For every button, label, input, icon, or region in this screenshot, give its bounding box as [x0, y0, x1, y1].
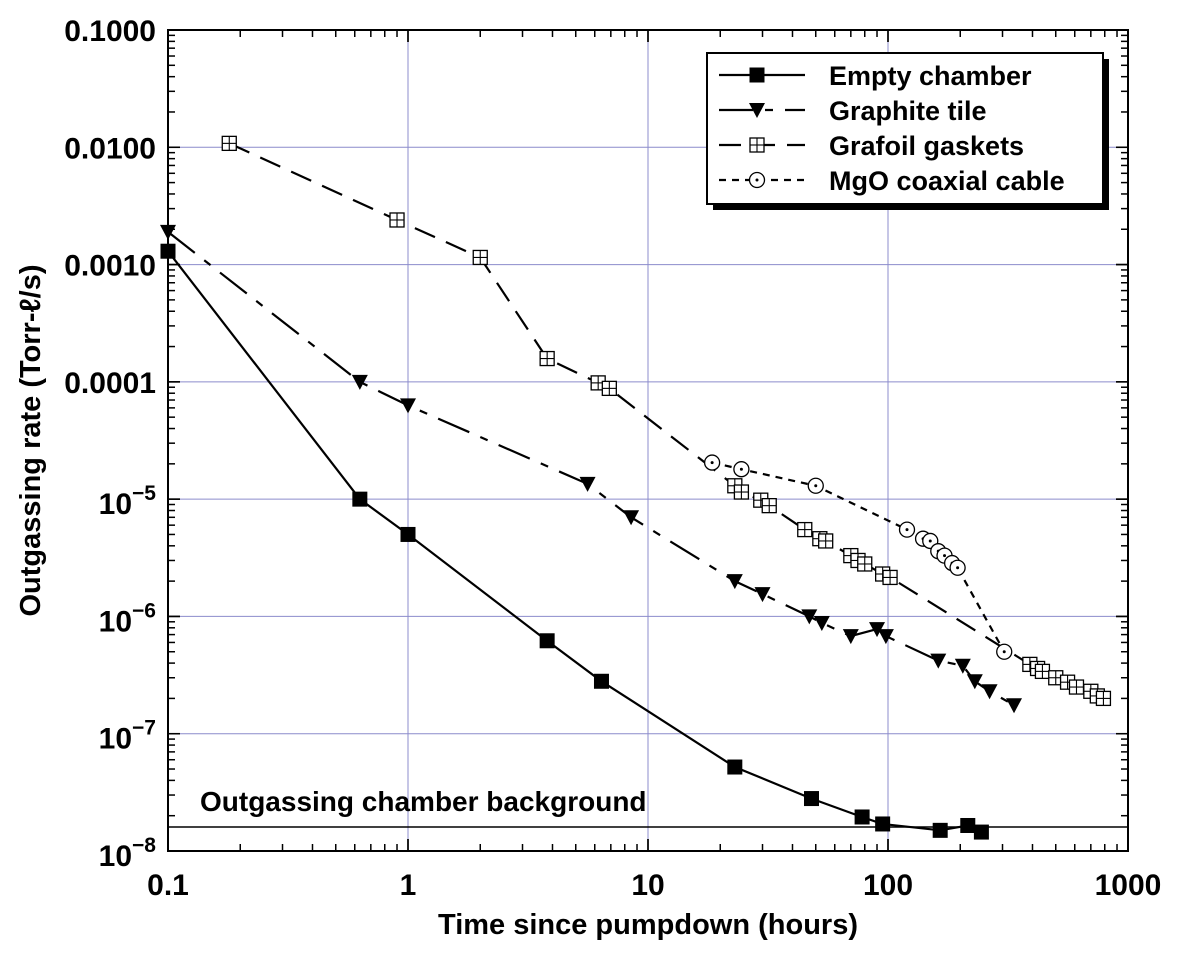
data-point: [842, 629, 859, 645]
data-point: [761, 498, 777, 514]
legend-label: Grafoil gaskets: [829, 131, 1024, 161]
data-point: [352, 491, 368, 507]
series-line: [228, 142, 1104, 700]
series-graphite-tile: [160, 224, 1023, 714]
tick-marks: [167, 29, 1129, 852]
legend-box: [706, 52, 1104, 205]
data-point: [623, 510, 640, 526]
data-point: [749, 103, 765, 118]
y-tick-label: 10−6: [99, 599, 156, 638]
data-point: [1006, 698, 1023, 714]
data-point: [351, 374, 368, 390]
data-point: [539, 633, 555, 649]
legend-label: Graphite tile: [829, 96, 987, 126]
series-empty-chamber: [160, 243, 989, 840]
y-tick-label: 0.0100: [64, 132, 156, 165]
data-point: [930, 653, 947, 669]
y-axis-title: Outgassing rate (Torr-ℓ/s): [15, 264, 47, 616]
data-point: [539, 350, 555, 367]
data-point: [472, 249, 488, 266]
data-point: [875, 816, 891, 832]
data-point: [801, 609, 818, 625]
legend-label: MgO coaxial cable: [829, 166, 1065, 196]
data-point: [593, 673, 609, 689]
legend: Empty chamber Graphite tile Grafoil gasket…: [706, 52, 1109, 210]
data-point: [389, 212, 405, 228]
y-tick-label: 0.0001: [64, 367, 156, 400]
series-line: [167, 231, 1015, 707]
data-point: [1068, 679, 1085, 695]
data-point: [869, 622, 886, 638]
data-point: [966, 674, 983, 690]
x-tick-label: 1000: [1095, 869, 1162, 902]
data-point: [727, 759, 743, 775]
y-tick-label: 10−7: [99, 717, 156, 756]
data-point: [857, 556, 873, 572]
x-tick-label: 100: [863, 869, 913, 902]
data-point: [877, 629, 894, 645]
data-point: [1095, 690, 1112, 707]
data-point: [932, 822, 948, 838]
data-point: [803, 791, 819, 807]
data-point: [882, 569, 898, 586]
series-grafoil-gaskets: [221, 135, 1112, 707]
data-point: [949, 559, 966, 576]
data-point: [960, 817, 976, 833]
series-line: [167, 250, 982, 834]
series-group: [160, 135, 1112, 840]
data-point: [854, 809, 870, 825]
data-point: [1034, 663, 1051, 680]
data-point: [400, 526, 416, 542]
data-point: [400, 398, 416, 414]
data-point: [601, 380, 617, 397]
data-point: [754, 587, 771, 603]
x-tick-label: 1: [400, 869, 417, 902]
data-point: [973, 824, 989, 840]
data-point: [726, 574, 743, 590]
data-point: [749, 137, 765, 153]
data-point: [954, 658, 971, 674]
data-point: [818, 533, 834, 549]
data-point: [981, 684, 998, 700]
tick-labels: 0.1 1 10 100 1000 0.1000 0.0100 0.0010 0.0001 10−…: [64, 15, 1161, 902]
data-point: [703, 454, 721, 471]
data-point: [813, 615, 830, 631]
x-axis-title: Time since pumpdown (hours): [438, 909, 858, 941]
y-tick-label: 10−5: [99, 482, 157, 521]
data-point: [797, 521, 813, 538]
data-point: [996, 643, 1013, 660]
data-point: [898, 521, 916, 538]
y-tick-label: 0.1000: [64, 15, 156, 48]
y-tick-label: 10−8: [99, 834, 157, 873]
data-point: [579, 476, 596, 492]
y-tick-label: 0.0010: [64, 250, 156, 283]
data-point: [221, 135, 237, 152]
x-tick-label: 0.1: [147, 869, 189, 902]
x-tick-label: 10: [631, 869, 664, 902]
series-line: [711, 461, 1006, 653]
series-mgo-coaxial-cable: [703, 454, 1013, 660]
data-point: [749, 67, 765, 83]
data-point: [733, 484, 750, 500]
data-point: [748, 171, 766, 189]
legend-label: Empty chamber: [829, 61, 1032, 91]
data-point: [733, 461, 750, 478]
data-point: [807, 477, 824, 494]
background-annotation: Outgassing chamber background: [200, 786, 647, 817]
